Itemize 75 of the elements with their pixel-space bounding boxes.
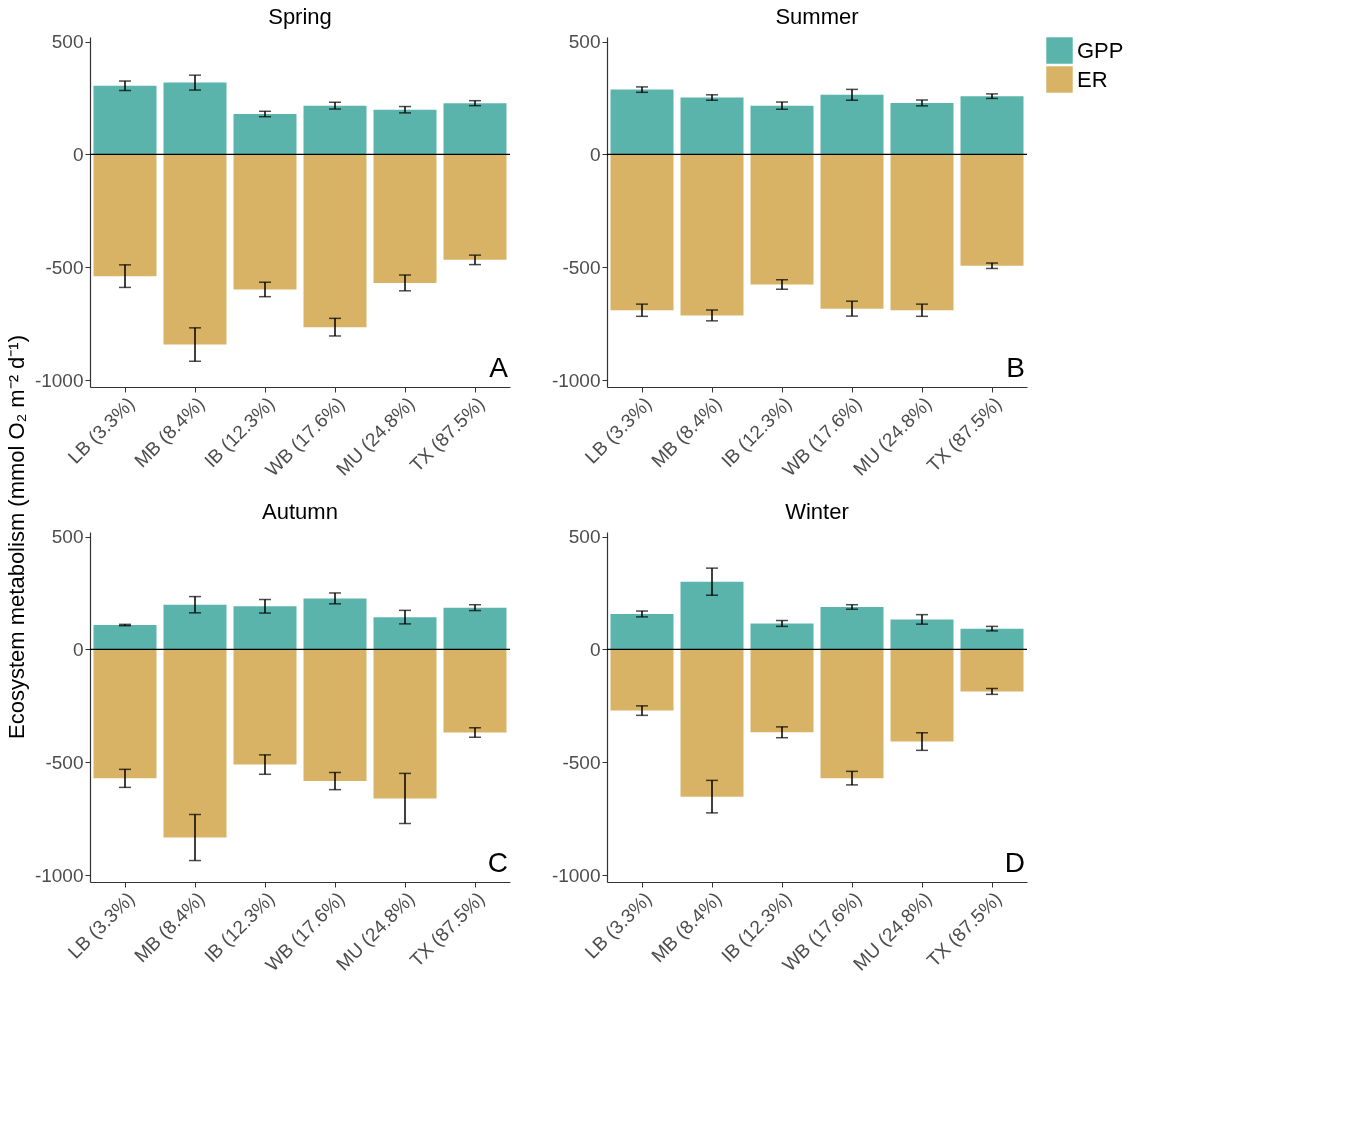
bar: [960, 649, 1024, 692]
y-tick-label: 0: [589, 143, 601, 165]
annotation: C: [487, 847, 508, 878]
bar: [443, 103, 507, 155]
chart-title: Winter: [785, 498, 849, 524]
bar: [960, 96, 1024, 155]
annotation: B: [1006, 352, 1025, 383]
chart-title: Spring: [268, 3, 332, 29]
y-tick-label: 500: [568, 526, 601, 548]
bar: [750, 105, 814, 155]
bar: [443, 649, 507, 733]
y-tick-label: -1000: [551, 369, 601, 391]
bar: [303, 598, 367, 650]
y-tick-label: -500: [562, 256, 601, 278]
bar: [680, 581, 744, 650]
y-tick-label: -500: [562, 751, 601, 773]
bar: [960, 154, 1024, 266]
bar: [820, 94, 884, 155]
bar: [750, 154, 814, 285]
bar: [373, 109, 437, 155]
bar: [93, 85, 157, 155]
bar: [163, 82, 227, 155]
y-tick-label: 500: [568, 31, 601, 53]
bar: [303, 154, 367, 328]
annotation: D: [1004, 847, 1025, 878]
bar: [163, 649, 227, 838]
bar: [233, 154, 297, 290]
y-tick-label: -500: [45, 256, 84, 278]
y-tick-label: -1000: [551, 864, 601, 886]
bar: [610, 649, 674, 711]
y-tick-label: 500: [51, 31, 84, 53]
bar: [890, 649, 954, 742]
bar: [610, 89, 674, 155]
bar: [303, 105, 367, 155]
bar: [890, 154, 954, 311]
bar: [610, 613, 674, 650]
bar: [443, 154, 507, 260]
y-tick-label: -1000: [34, 864, 84, 886]
bar: [960, 628, 1024, 650]
bar: [233, 649, 297, 765]
bar: [443, 607, 507, 650]
bar: [680, 154, 744, 316]
bar: [890, 102, 954, 155]
bar: [303, 649, 367, 782]
bar: [233, 606, 297, 650]
bar: [93, 649, 157, 779]
y-tick-label: -1000: [34, 369, 84, 391]
bar: [750, 623, 814, 650]
bar: [820, 154, 884, 309]
bar: [680, 649, 744, 797]
legend-label: GPP: [1077, 37, 1124, 63]
bar: [373, 617, 437, 650]
legend-label: ER: [1077, 66, 1108, 92]
bar: [233, 114, 297, 155]
bar: [373, 649, 437, 799]
chart-title: Summer: [775, 3, 859, 29]
annotation: A: [489, 352, 509, 383]
y-axis-title: Ecosystem metabolism (mmol O₂ m⁻² d⁻¹): [4, 335, 29, 739]
bar: [750, 649, 814, 733]
bar: [373, 154, 437, 283]
bar: [820, 606, 884, 650]
chart-title: Autumn: [262, 498, 338, 524]
y-tick-label: -500: [45, 751, 84, 773]
y-tick-label: 0: [589, 638, 601, 660]
bar: [890, 619, 954, 650]
bar: [680, 97, 744, 155]
y-tick-label: 0: [72, 638, 84, 660]
bar: [610, 154, 674, 311]
bar: [93, 154, 157, 277]
bar: [93, 625, 157, 650]
y-tick-label: 500: [51, 526, 84, 548]
y-tick-label: 0: [72, 143, 84, 165]
bar: [163, 154, 227, 345]
bar: [820, 649, 884, 779]
bar: [163, 604, 227, 650]
